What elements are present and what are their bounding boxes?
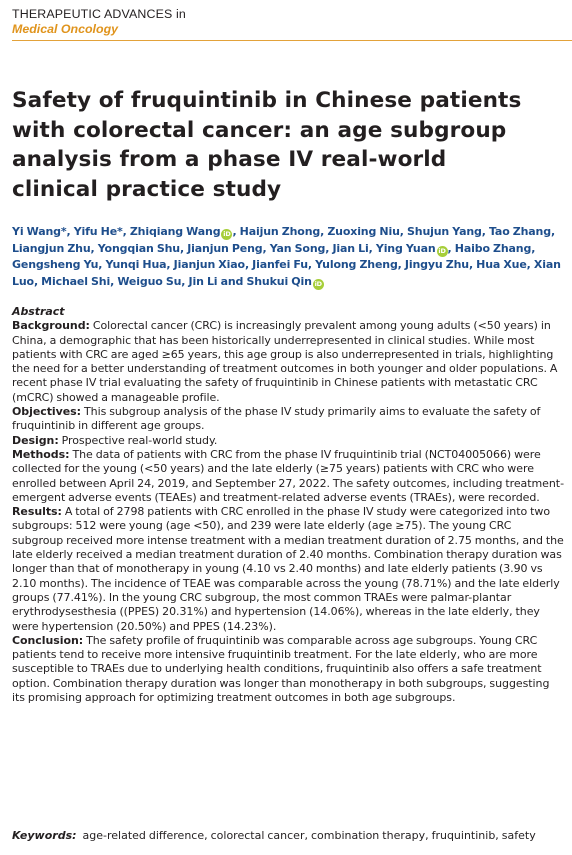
- author-name[interactable]: Yunqi Hua: [105, 258, 167, 272]
- author-separator: ,: [468, 258, 477, 272]
- author-separator: ,: [526, 258, 534, 272]
- author-name[interactable]: Jianjun Xiao: [173, 258, 245, 272]
- abstract: Abstract Background: Colorectal cancer (…: [12, 305, 564, 705]
- author-list: Yi Wang*, Yifu He*, Zhiqiang Wang iD, Hai…: [12, 224, 568, 290]
- author-name[interactable]: Xian Luo: [12, 258, 561, 288]
- author-separator: ,: [66, 225, 74, 238]
- author-name[interactable]: Yi Wang*: [12, 225, 67, 238]
- author-separator: ,: [307, 258, 316, 272]
- author-separator: ,: [399, 225, 407, 238]
- author-separator: ,: [110, 274, 118, 288]
- author-name[interactable]: Haijun Zhong: [239, 225, 321, 238]
- journal-header: THERAPEUTIC ADVANCES in Medical Oncology: [12, 7, 186, 37]
- author-name[interactable]: Tao Zhang: [488, 225, 551, 238]
- author-separator: ,: [262, 241, 270, 255]
- author-separator: ,: [122, 225, 130, 238]
- orcid-icon[interactable]: iD: [221, 229, 233, 240]
- author-name[interactable]: Weiguo Su: [117, 274, 182, 288]
- author-name[interactable]: Ying Yuan: [375, 241, 436, 255]
- article-title: Safety of fruquintinib in Chinese patien…: [12, 88, 522, 202]
- author-separator: ,: [166, 258, 174, 272]
- header-rule: [12, 40, 572, 41]
- abstract-section-text: This subgroup analysis of the phase IV s…: [12, 405, 541, 433]
- abstract-heading: Abstract: [12, 305, 65, 318]
- abstract-section-text: The data of patients with CRC from the p…: [12, 447, 564, 504]
- orcid-icon[interactable]: iD: [312, 278, 324, 290]
- author-separator: ,: [397, 258, 405, 272]
- author-separator: ,: [232, 225, 240, 238]
- journal-name: THERAPEUTIC ADVANCES in: [12, 7, 186, 21]
- abstract-section: Background: Colorectal cancer (CRC) is i…: [12, 319, 564, 405]
- author-name[interactable]: Michael Shi: [41, 274, 111, 288]
- author-name[interactable]: Jianjun Peng: [187, 241, 263, 255]
- author-name[interactable]: Liangjun Zhu: [12, 241, 91, 255]
- abstract-section: Methods: The data of patients with CRC f…: [12, 448, 564, 505]
- author-separator: ,: [98, 258, 106, 272]
- author-separator: ,: [447, 241, 455, 255]
- author-name[interactable]: Yan Song: [269, 241, 326, 255]
- author-name[interactable]: Jingyu Zhu: [404, 258, 469, 272]
- keywords-label: Keywords:: [12, 829, 77, 842]
- author-separator: ,: [181, 274, 189, 288]
- abstract-section: Design: Prospective real-world study.: [12, 434, 564, 448]
- author-name[interactable]: Jin Li: [188, 274, 218, 288]
- abstract-section: Objectives: This subgroup analysis of th…: [12, 405, 564, 434]
- author-separator: ,: [244, 258, 253, 272]
- author-name[interactable]: Shukui Qin: [246, 274, 312, 288]
- abstract-section-text: A total of 2798 patients with CRC enroll…: [12, 505, 564, 633]
- author-name[interactable]: Hua Xue: [476, 258, 527, 272]
- author-name[interactable]: Zhiqiang Wang: [129, 225, 221, 238]
- journal-subject: Medical Oncology: [12, 22, 119, 36]
- author-name[interactable]: Gengsheng Yu: [12, 258, 99, 272]
- author-separator: ,: [90, 241, 98, 255]
- abstract-section-text: Colorectal cancer (CRC) is increasingly …: [12, 319, 558, 404]
- abstract-section-text: The safety profile of fruquintinib was c…: [12, 633, 550, 705]
- abstract-section-label: Results:: [12, 505, 62, 519]
- abstract-section-text: Prospective real-world study.: [61, 433, 218, 447]
- author-separator: ,: [33, 274, 42, 288]
- author-name[interactable]: Jian Li: [332, 241, 369, 255]
- author-name[interactable]: Yongqian Shu: [97, 241, 180, 255]
- abstract-section: Results: A total of 2798 patients with C…: [12, 505, 564, 634]
- author-separator: ,: [179, 241, 188, 255]
- author-name[interactable]: Zuoxing Niu: [327, 225, 400, 238]
- abstract-section-label: Conclusion:: [12, 633, 84, 647]
- author-separator: ,: [320, 225, 328, 238]
- author-separator: ,: [531, 241, 536, 255]
- author-separator: ,: [325, 241, 333, 255]
- orcid-icon[interactable]: iD: [436, 245, 448, 257]
- abstract-section-label: Design:: [12, 433, 59, 447]
- abstract-body: Background: Colorectal cancer (CRC) is i…: [12, 319, 564, 705]
- author-name[interactable]: Jianfei Fu: [252, 258, 308, 272]
- author-separator: ,: [481, 225, 489, 238]
- author-separator: ,: [368, 241, 376, 255]
- abstract-section-label: Methods:: [12, 447, 70, 461]
- author-name[interactable]: Shujun Yang: [406, 225, 482, 238]
- author-name[interactable]: Yulong Zheng: [315, 258, 398, 272]
- author-separator: ,: [550, 225, 555, 238]
- author-separator: and: [217, 274, 247, 288]
- abstract-section: Conclusion: The safety profile of fruqui…: [12, 634, 564, 705]
- abstract-section-label: Background:: [12, 319, 90, 333]
- keywords-text: age-related difference, colorectal cance…: [82, 829, 536, 842]
- keywords: Keywords: age-related difference, colorec…: [12, 829, 568, 843]
- abstract-section-label: Objectives:: [12, 405, 82, 419]
- author-name[interactable]: Yifu He*: [73, 225, 123, 238]
- author-name[interactable]: Haibo Zhang: [454, 241, 532, 255]
